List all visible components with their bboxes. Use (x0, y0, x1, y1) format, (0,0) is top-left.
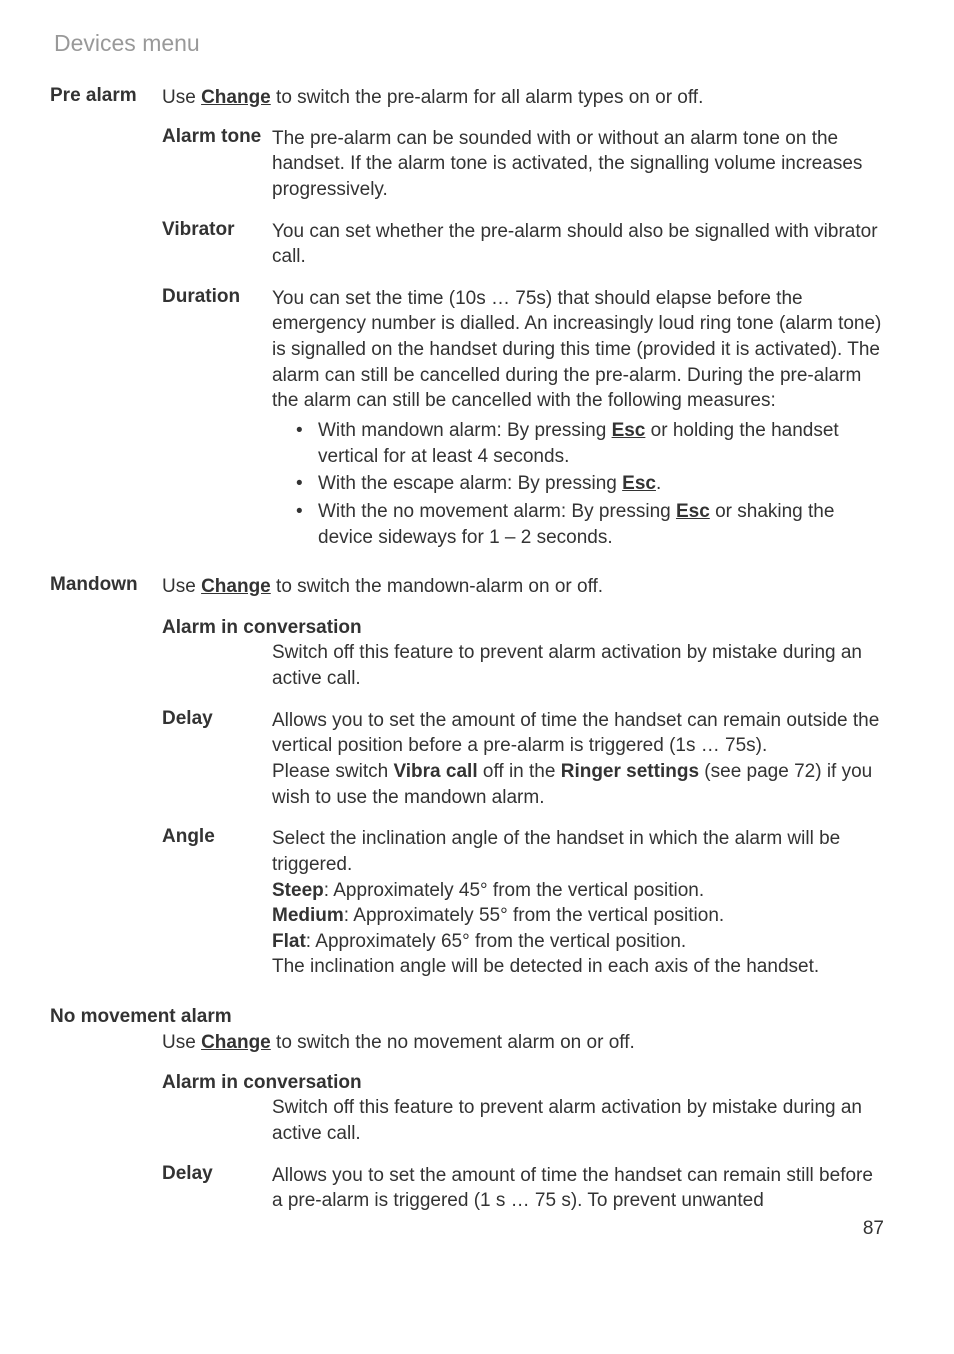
duration-body: You can set the time (10s … 75s) that sh… (272, 286, 884, 552)
section-pre-alarm: Pre alarm Use Change to switch the pre-a… (50, 85, 884, 568)
text: off in the (478, 761, 561, 782)
duration-label: Duration (162, 286, 272, 552)
nm-row-delay: Delay Allows you to set the amount of ti… (162, 1163, 884, 1214)
nm-delay-label: Delay (162, 1163, 272, 1214)
angle-body: Select the inclination angle of the hand… (272, 826, 884, 980)
text: Use (162, 576, 201, 597)
row-alarm-tone: Alarm tone The pre-alarm can be sounded … (162, 126, 884, 203)
alarm-tone-text: The pre-alarm can be sounded with or wit… (272, 126, 884, 203)
vibra-call-bold: Vibra call (393, 761, 477, 782)
medium-bold: Medium (272, 905, 344, 926)
alarm-conv-title: Alarm in conversation (162, 615, 884, 641)
no-movement-title: No movement alarm (50, 1006, 884, 1028)
text: With the no movement alarm: By pressing (318, 501, 676, 522)
flat-text: : Approximately 65° from the vertical po… (306, 931, 686, 952)
text: Use (162, 87, 201, 108)
duration-text: You can set the time (10s … 75s) that sh… (272, 288, 881, 412)
section-mandown: Mandown Use Change to switch the mandown… (50, 574, 884, 996)
ringer-settings-bold: Ringer settings (561, 761, 699, 782)
duration-bullets: With mandown alarm: By pressing Esc or h… (272, 418, 884, 550)
bullet-item: With mandown alarm: By pressing Esc or h… (296, 418, 884, 469)
alarm-conv-text: Switch off this feature to prevent alarm… (162, 640, 884, 691)
change-link[interactable]: Change (201, 576, 271, 597)
change-link[interactable]: Change (201, 1032, 271, 1053)
no-movement-intro: Use Change to switch the no movement ala… (162, 1030, 884, 1056)
flat-bold: Flat (272, 931, 306, 952)
page-header: Devices menu (54, 30, 884, 57)
text: to switch the pre-alarm for all alarm ty… (271, 87, 704, 108)
pre-alarm-intro: Use Change to switch the pre-alarm for a… (162, 85, 884, 112)
vibrator-label: Vibrator (162, 219, 272, 270)
bullet-item: With the escape alarm: By pressing Esc. (296, 471, 884, 497)
text: Please switch (272, 761, 393, 782)
angle-footer: The inclination angle will be detected i… (272, 956, 819, 977)
text: . (656, 473, 661, 494)
bullet-item: With the no movement alarm: By pressing … (296, 499, 884, 550)
mandown-intro: Use Change to switch the mandown-alarm o… (162, 574, 884, 601)
row-delay: Delay Allows you to set the amount of ti… (162, 708, 884, 811)
delay-text1: Allows you to set the amount of time the… (272, 710, 879, 757)
page-number: 87 (863, 1218, 884, 1240)
text: With mandown alarm: By pressing (318, 420, 612, 441)
delay-body: Allows you to set the amount of time the… (272, 708, 884, 811)
alarm-tone-label: Alarm tone (162, 126, 272, 203)
text: With the escape alarm: By pressing (318, 473, 622, 494)
change-link[interactable]: Change (201, 87, 271, 108)
angle-intro: Select the inclination angle of the hand… (272, 828, 840, 875)
nm-delay-text: Allows you to set the amount of time the… (272, 1163, 884, 1214)
steep-bold: Steep (272, 880, 324, 901)
medium-text: : Approximately 55° from the vertical po… (344, 905, 724, 926)
text: to switch the no movement alarm on or of… (271, 1032, 635, 1053)
esc-link[interactable]: Esc (612, 420, 646, 441)
angle-label: Angle (162, 826, 272, 980)
nm-alarm-conv-title: Alarm in conversation (162, 1070, 884, 1096)
text: to switch the mandown-alarm on or off. (271, 576, 603, 597)
delay-label: Delay (162, 708, 272, 811)
steep-text: : Approximately 45° from the vertical po… (324, 880, 704, 901)
esc-link[interactable]: Esc (676, 501, 710, 522)
vibrator-text: You can set whether the pre-alarm should… (272, 219, 884, 270)
row-duration: Duration You can set the time (10s … 75s… (162, 286, 884, 552)
row-angle: Angle Select the inclination angle of th… (162, 826, 884, 980)
text: Use (162, 1032, 201, 1053)
esc-link[interactable]: Esc (622, 473, 656, 494)
pre-alarm-label: Pre alarm (50, 85, 162, 568)
mandown-label: Mandown (50, 574, 162, 996)
nm-alarm-conv-text: Switch off this feature to prevent alarm… (162, 1095, 884, 1146)
row-vibrator: Vibrator You can set whether the pre-ala… (162, 219, 884, 270)
